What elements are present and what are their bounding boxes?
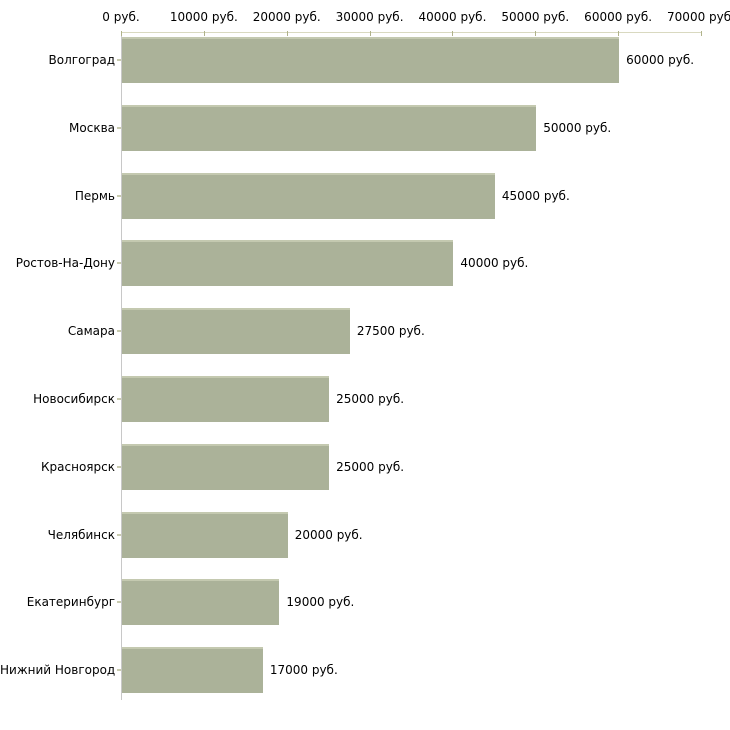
bar bbox=[122, 376, 329, 422]
y-tick-mark bbox=[117, 465, 121, 468]
y-axis-line bbox=[121, 32, 122, 700]
x-tick-label: 0 руб. bbox=[102, 10, 140, 24]
bar bbox=[122, 443, 329, 490]
x-tick-mark bbox=[369, 31, 371, 36]
x-tick-label: 40000 руб. bbox=[418, 10, 487, 24]
y-tick-mark bbox=[117, 262, 121, 265]
category-label: Челябинск bbox=[47, 527, 115, 542]
value-label: 19000 руб. bbox=[286, 595, 355, 610]
x-tick-label: 30000 руб. bbox=[335, 10, 404, 24]
x-tick-label: 60000 руб. bbox=[584, 10, 653, 24]
bar bbox=[122, 647, 263, 694]
category-label: Пермь bbox=[74, 188, 115, 203]
x-tick-mark bbox=[701, 31, 702, 36]
value-label: 17000 руб. bbox=[269, 663, 338, 678]
value-label: 40000 руб. bbox=[460, 256, 529, 271]
x-tick-mark bbox=[203, 31, 205, 36]
value-label: 20000 руб. bbox=[294, 527, 363, 542]
bar bbox=[122, 240, 453, 287]
y-tick-mark bbox=[117, 126, 121, 129]
x-tick-mark bbox=[535, 31, 537, 36]
value-label: 50000 руб. bbox=[543, 120, 612, 135]
category-label: Екатеринбург bbox=[26, 595, 115, 610]
bar bbox=[122, 511, 288, 558]
category-label: Москва bbox=[69, 120, 115, 135]
x-tick-label: 70000 руб. bbox=[667, 10, 730, 24]
value-label: 45000 руб. bbox=[501, 188, 570, 203]
x-tick-label: 10000 руб. bbox=[169, 10, 238, 24]
value-label: 60000 руб. bbox=[626, 53, 695, 67]
y-tick-mark bbox=[117, 533, 121, 536]
x-tick-mark bbox=[452, 31, 454, 36]
bar bbox=[122, 37, 619, 83]
x-axis-line bbox=[121, 32, 702, 33]
category-label: Нижний Новгород bbox=[0, 663, 116, 678]
value-label: 25000 руб. bbox=[336, 459, 405, 474]
category-label: Волгоград bbox=[48, 53, 115, 67]
y-tick-mark bbox=[117, 669, 121, 672]
y-tick-mark bbox=[117, 330, 121, 333]
y-tick-mark bbox=[117, 59, 121, 61]
y-tick-mark bbox=[117, 601, 121, 604]
category-label: Красноярск bbox=[41, 459, 115, 474]
bar bbox=[122, 579, 279, 626]
value-label: 25000 руб. bbox=[336, 392, 405, 406]
bar bbox=[122, 308, 350, 355]
x-tick-mark bbox=[286, 31, 288, 36]
y-tick-mark bbox=[117, 398, 121, 400]
category-label: Самара bbox=[67, 324, 115, 339]
x-tick-label: 50000 руб. bbox=[501, 10, 570, 24]
bar bbox=[122, 104, 536, 151]
category-label: Новосибирск bbox=[33, 392, 115, 406]
category-label: Ростов-На-Дону bbox=[15, 256, 115, 271]
y-tick-mark bbox=[117, 194, 121, 197]
x-tick-label: 20000 руб. bbox=[252, 10, 321, 24]
x-tick-mark bbox=[618, 31, 620, 36]
x-tick-mark bbox=[121, 31, 122, 36]
bar bbox=[122, 172, 495, 219]
value-label: 27500 руб. bbox=[356, 324, 425, 339]
